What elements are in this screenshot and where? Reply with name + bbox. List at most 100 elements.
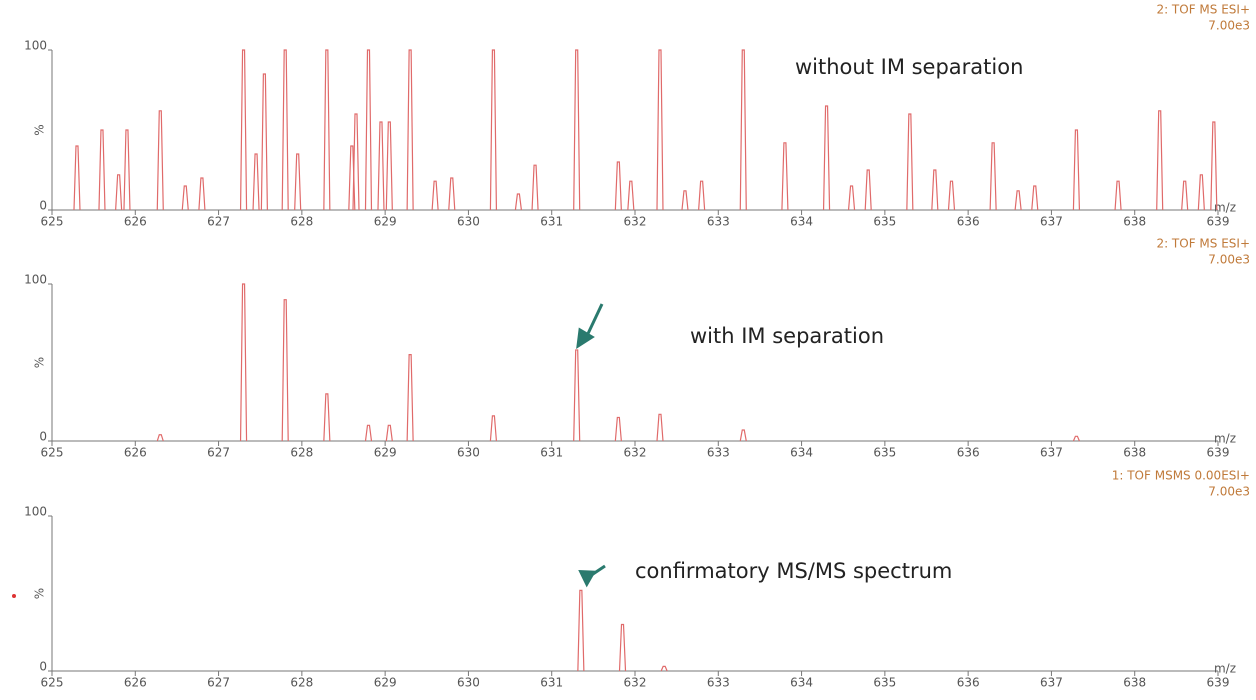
peak bbox=[656, 413, 664, 442]
header: 1: TOF MSMS 0.00ESI+ bbox=[1112, 469, 1250, 483]
x-tick-label: 635 bbox=[873, 676, 896, 690]
x-tick-label: 637 bbox=[1040, 446, 1063, 460]
x-tick-label: 625 bbox=[41, 446, 64, 460]
x-tick-label: 627 bbox=[207, 446, 230, 460]
peak bbox=[239, 49, 248, 211]
x-tick-label: 626 bbox=[124, 676, 147, 690]
x-tick-label: 639 bbox=[1207, 676, 1230, 690]
peak bbox=[73, 145, 81, 211]
x-tick-label: 636 bbox=[957, 446, 980, 460]
peak bbox=[123, 129, 131, 211]
y-tick-label: 0 bbox=[39, 430, 47, 444]
peak bbox=[364, 49, 373, 211]
x-axis-label: m/z bbox=[1214, 432, 1236, 446]
x-tick-label: 626 bbox=[124, 215, 147, 229]
x-tick-label: 628 bbox=[290, 676, 313, 690]
peak bbox=[156, 110, 164, 211]
header-scale: 7.00e3 bbox=[1208, 19, 1250, 33]
header-scale: 7.00e3 bbox=[1208, 253, 1250, 267]
peak bbox=[577, 589, 585, 672]
peak bbox=[406, 354, 414, 442]
peak bbox=[1114, 180, 1122, 211]
peak bbox=[281, 49, 289, 211]
peak bbox=[618, 623, 627, 672]
x-tick-label: 625 bbox=[41, 215, 64, 229]
peak bbox=[656, 49, 664, 211]
header: 2: TOF MS ESI+ bbox=[1156, 237, 1250, 251]
x-tick-label: 635 bbox=[873, 215, 896, 229]
peak bbox=[614, 161, 622, 211]
peak bbox=[260, 73, 268, 211]
arrow bbox=[578, 564, 606, 588]
annotation: with IM separation bbox=[690, 324, 884, 348]
peak bbox=[822, 105, 831, 211]
peak bbox=[573, 49, 581, 211]
x-tick-label: 625 bbox=[41, 676, 64, 690]
peak bbox=[323, 49, 331, 211]
peak bbox=[181, 185, 189, 211]
header-scale: 7.00e3 bbox=[1208, 485, 1250, 499]
peak bbox=[448, 177, 456, 211]
annotation: confirmatory MS/MS spectrum bbox=[635, 559, 952, 583]
peak bbox=[989, 142, 997, 211]
x-tick-label: 630 bbox=[457, 676, 480, 690]
x-tick-label: 634 bbox=[790, 215, 813, 229]
x-tick-label: 636 bbox=[957, 215, 980, 229]
peak bbox=[698, 180, 706, 211]
x-tick-label: 633 bbox=[707, 215, 730, 229]
peak bbox=[681, 190, 689, 211]
y-axis-label: % bbox=[33, 588, 47, 599]
x-tick-label: 634 bbox=[790, 446, 813, 460]
y-tick-label: 0 bbox=[39, 660, 47, 674]
x-tick-label: 629 bbox=[374, 676, 397, 690]
x-tick-label: 638 bbox=[1123, 676, 1146, 690]
peak bbox=[739, 49, 747, 211]
peak bbox=[1197, 174, 1205, 211]
x-tick-label: 630 bbox=[457, 215, 480, 229]
x-tick-label: 632 bbox=[624, 446, 647, 460]
peak bbox=[1210, 121, 1218, 211]
header: 2: TOF MS ESI+ bbox=[1156, 3, 1250, 17]
peak bbox=[660, 665, 668, 672]
peak bbox=[489, 415, 498, 442]
x-tick-label: 628 bbox=[290, 446, 313, 460]
x-tick-label: 628 bbox=[290, 215, 313, 229]
peak bbox=[739, 429, 747, 442]
peak bbox=[489, 49, 498, 211]
peak bbox=[1156, 110, 1164, 211]
peak bbox=[1072, 435, 1080, 442]
peak bbox=[614, 416, 622, 442]
x-tick-label: 631 bbox=[540, 676, 563, 690]
peak bbox=[781, 142, 789, 211]
x-tick-label: 637 bbox=[1040, 676, 1063, 690]
x-axis-label: m/z bbox=[1214, 201, 1236, 215]
y-tick-label: 100 bbox=[24, 505, 47, 519]
x-tick-label: 632 bbox=[624, 215, 647, 229]
peak bbox=[627, 180, 635, 211]
x-tick-label: 627 bbox=[207, 676, 230, 690]
peak bbox=[947, 180, 956, 211]
peak bbox=[364, 424, 373, 442]
x-axis-label: m/z bbox=[1214, 662, 1236, 676]
peak bbox=[864, 169, 872, 211]
arrow bbox=[576, 303, 604, 349]
y-axis-label: % bbox=[33, 357, 47, 368]
peak bbox=[1181, 180, 1189, 211]
peak bbox=[294, 153, 302, 211]
x-tick-label: 635 bbox=[873, 446, 896, 460]
x-tick-label: 633 bbox=[707, 676, 730, 690]
peak bbox=[156, 434, 164, 442]
peak bbox=[531, 164, 539, 211]
annotation: without IM separation bbox=[795, 55, 1023, 79]
x-tick-label: 626 bbox=[124, 446, 147, 460]
x-tick-label: 631 bbox=[540, 446, 563, 460]
peak bbox=[377, 121, 385, 211]
y-tick-label: 100 bbox=[24, 273, 47, 287]
x-tick-label: 629 bbox=[374, 215, 397, 229]
peak bbox=[573, 349, 581, 442]
y-axis-label: % bbox=[33, 124, 47, 135]
x-tick-label: 634 bbox=[790, 676, 813, 690]
peak bbox=[98, 129, 106, 211]
peak bbox=[931, 169, 939, 211]
